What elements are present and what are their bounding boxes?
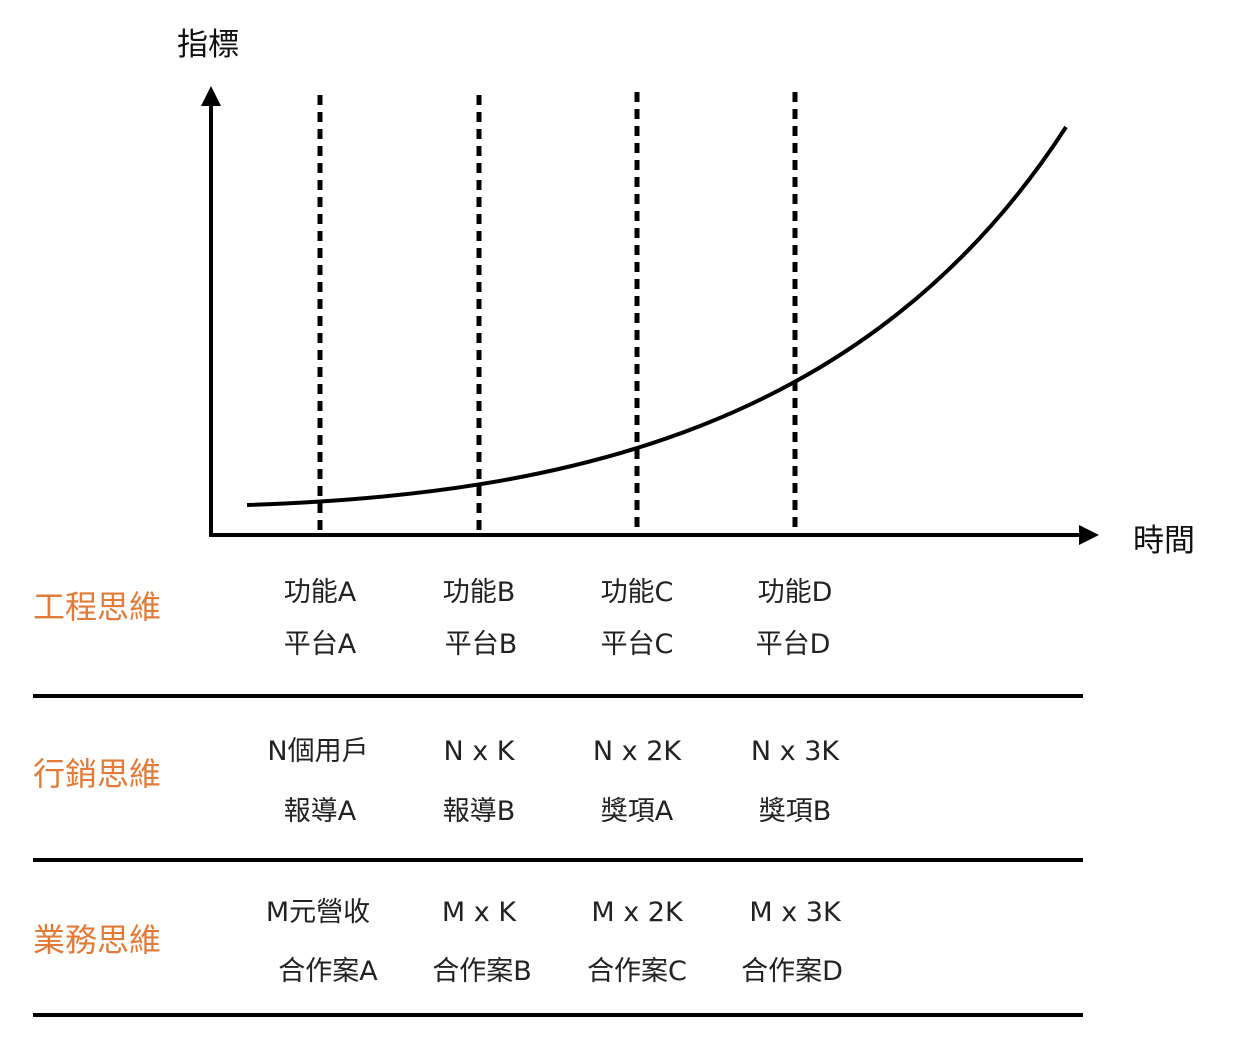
cell-eng-row2-col4: 平台D <box>756 629 831 660</box>
cell-eng-row2-col2: 平台B <box>445 629 518 660</box>
section-engineering-cells: 功能A 功能B 功能C 功能D 平台A 平台B 平台C 平台D <box>284 577 833 660</box>
cell-eng-row2-col1: 平台A <box>284 629 357 660</box>
cell-mkt-row2-col2: 報導B <box>443 796 516 827</box>
section-labels: 工程思維 行銷思維 業務思維 <box>33 588 161 959</box>
cell-biz-row2-col1: 合作案A <box>278 956 378 987</box>
section-label-business: 業務思維 <box>33 921 161 959</box>
growth-curve <box>246 125 1068 507</box>
y-axis-label: 指標 <box>177 27 239 63</box>
section-marketing-cells: N個用戶 N x K N x 2K N x 3K 報導A 報導B 獎項A 獎項B <box>267 736 840 827</box>
cell-eng-row1-col3: 功能C <box>601 577 674 608</box>
cell-biz-row1-col3: M x 2K <box>591 897 684 928</box>
x-axis-arrow-icon <box>1079 525 1099 545</box>
cell-eng-row1-col2: 功能B <box>443 577 516 608</box>
cell-mkt-row2-col4: 獎項B <box>759 796 832 827</box>
cell-eng-row1-col4: 功能D <box>758 577 833 608</box>
cell-mkt-row2-col1: 報導A <box>284 796 357 827</box>
section-label-marketing: 行銷思維 <box>33 755 161 793</box>
cell-biz-row2-col2: 合作案B <box>432 956 532 987</box>
cell-mkt-row1-col1: N個用戶 <box>267 736 368 767</box>
cell-mkt-row1-col4: N x 3K <box>751 736 841 767</box>
axes: 指標 時間 <box>177 27 1195 559</box>
section-business-cells: M元營收 M x K M x 2K M x 3K 合作案A 合作案B 合作案C … <box>266 897 843 987</box>
cell-biz-row2-col3: 合作案C <box>587 956 687 987</box>
cell-biz-row1-col1: M元營收 <box>266 897 370 928</box>
cell-mkt-row2-col3: 獎項A <box>601 796 674 827</box>
y-axis-arrow-icon <box>201 86 221 106</box>
cell-biz-row1-col4: M x 3K <box>749 897 842 928</box>
x-axis-label: 時間 <box>1133 523 1195 559</box>
cell-biz-row1-col2: M x K <box>442 897 517 928</box>
cell-mkt-row1-col3: N x 2K <box>593 736 683 767</box>
cell-biz-row2-col4: 合作案D <box>741 956 843 987</box>
cell-mkt-row1-col2: N x K <box>443 736 515 767</box>
cell-eng-row1-col1: 功能A <box>284 577 357 608</box>
section-label-engineering: 工程思維 <box>33 588 161 626</box>
cell-eng-row2-col3: 平台C <box>601 629 674 660</box>
milestone-lines <box>317 92 798 533</box>
